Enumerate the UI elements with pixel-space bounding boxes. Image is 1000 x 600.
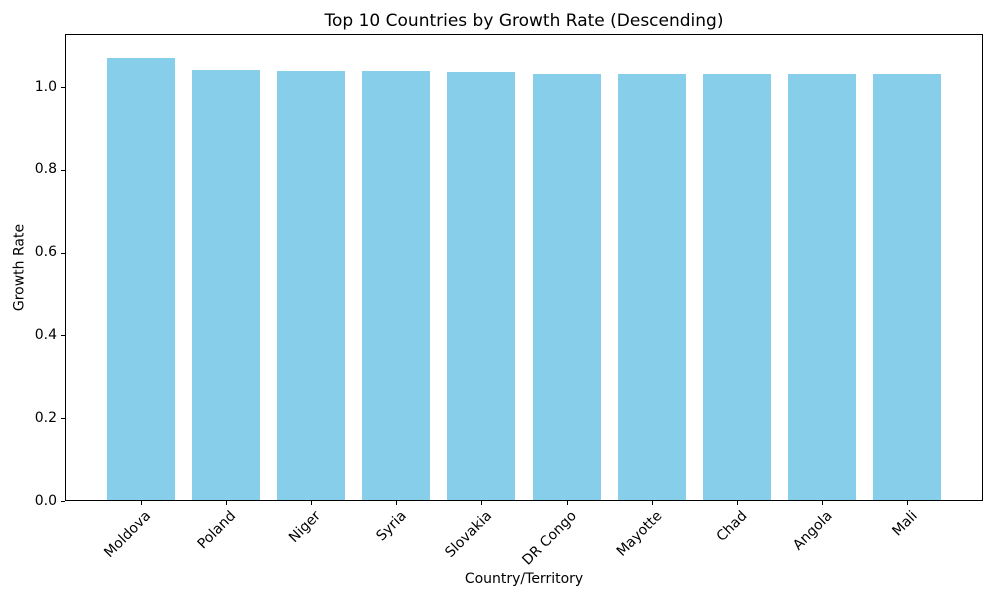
x-tick-mark (736, 501, 738, 505)
x-tick-mark (396, 501, 398, 505)
x-tick-label-moldova: Moldova (101, 508, 155, 561)
x-tick-label-mali: Mali (889, 508, 921, 540)
x-tick-mark (481, 501, 483, 505)
y-tick-label-0.8: 0.8 (34, 161, 57, 178)
x-tick-mark (907, 501, 909, 505)
y-tick-mark (61, 335, 65, 337)
x-tick-label-poland: Poland (194, 508, 240, 553)
x-axis-label: Country/Territory (464, 571, 584, 587)
bar-syria (362, 71, 431, 501)
x-tick-label-slovakia: Slovakia (441, 508, 495, 561)
y-tick-label-0.6: 0.6 (34, 244, 57, 261)
x-tick-mark (822, 501, 824, 505)
bar-dr-congo (532, 73, 601, 501)
y-tick-mark (61, 87, 65, 88)
y-tick-mark (61, 418, 65, 420)
chart-title: Top 10 Countries by Growth Rate (Descend… (324, 11, 724, 31)
x-tick-mark (140, 501, 142, 505)
y-axis-label: Growth Rate (11, 223, 28, 312)
y-tick-mark (61, 501, 65, 502)
x-tick-label-mayotte: Mayotte (613, 508, 666, 560)
y-tick-label-0.0: 0.0 (34, 492, 57, 509)
bar-slovakia (447, 71, 516, 501)
bar-angola (788, 74, 857, 501)
x-tick-mark (225, 501, 227, 505)
x-tick-label-niger: Niger (286, 508, 325, 546)
x-tick-label-syria: Syria (373, 508, 410, 545)
bar-niger (277, 71, 346, 501)
bar-mayotte (617, 73, 686, 501)
x-tick-mark (311, 501, 313, 505)
bar-moldova (106, 58, 175, 501)
bar-poland (191, 70, 260, 501)
y-tick-label-1.0: 1.0 (34, 78, 57, 95)
x-tick-label-angola: Angola (789, 508, 836, 554)
x-tick-mark (566, 501, 568, 505)
x-tick-label-dr-congo: DR Congo (519, 508, 580, 569)
y-tick-label-0.4: 0.4 (34, 326, 57, 343)
y-tick-mark (61, 169, 65, 171)
y-tick-label-0.2: 0.2 (34, 409, 57, 426)
bar-mali (873, 74, 942, 501)
y-tick-mark (61, 252, 65, 254)
bar-chad (702, 73, 771, 501)
x-tick-label-chad: Chad (713, 508, 751, 545)
x-tick-mark (651, 501, 653, 505)
